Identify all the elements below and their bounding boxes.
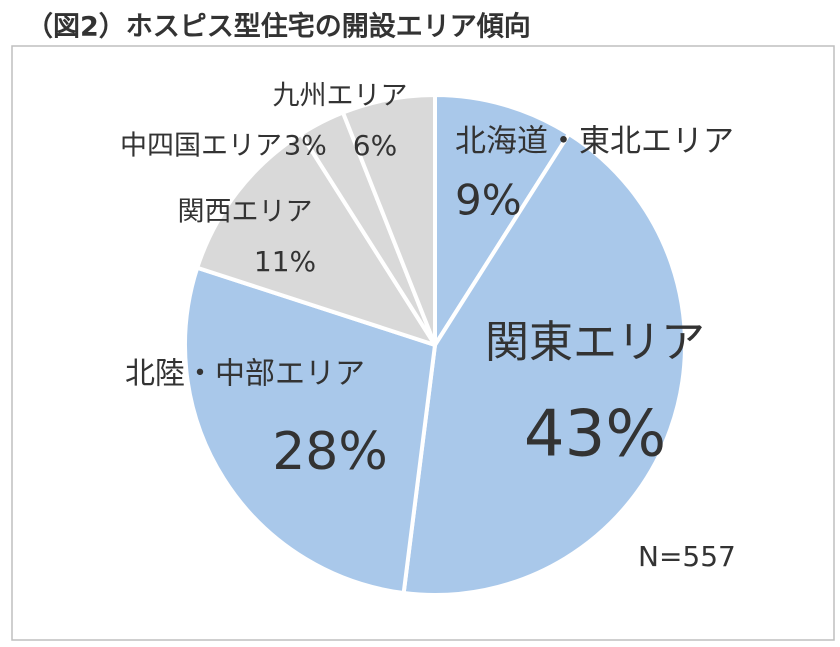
pie-slice [195, 131, 437, 347]
value-label: 28% [272, 422, 388, 482]
slice-label: 関西エリア [178, 197, 313, 228]
slice-label: 九州エリア [273, 81, 408, 112]
chart-title: （図2）ホスピス型住宅の開設エリア傾向 [26, 11, 531, 43]
pie-slice [433, 93, 571, 347]
value-label: 43% [524, 398, 666, 472]
slice-label: 北海道・東北エリア [455, 124, 734, 160]
pie-slice [340, 93, 437, 347]
value-label: 6% [353, 129, 397, 162]
value-label: 3% [284, 131, 327, 162]
value-label: 11% [254, 245, 316, 278]
slice-label: 関東エリア [485, 317, 705, 368]
annotation: N=557 [638, 540, 736, 573]
pie-slice [183, 265, 437, 596]
slice-label: 中四国エリア [120, 131, 282, 162]
slice-label: 北陸・中部エリア [125, 357, 365, 392]
value-label: 9% [455, 176, 522, 225]
pie-slice [401, 131, 687, 597]
